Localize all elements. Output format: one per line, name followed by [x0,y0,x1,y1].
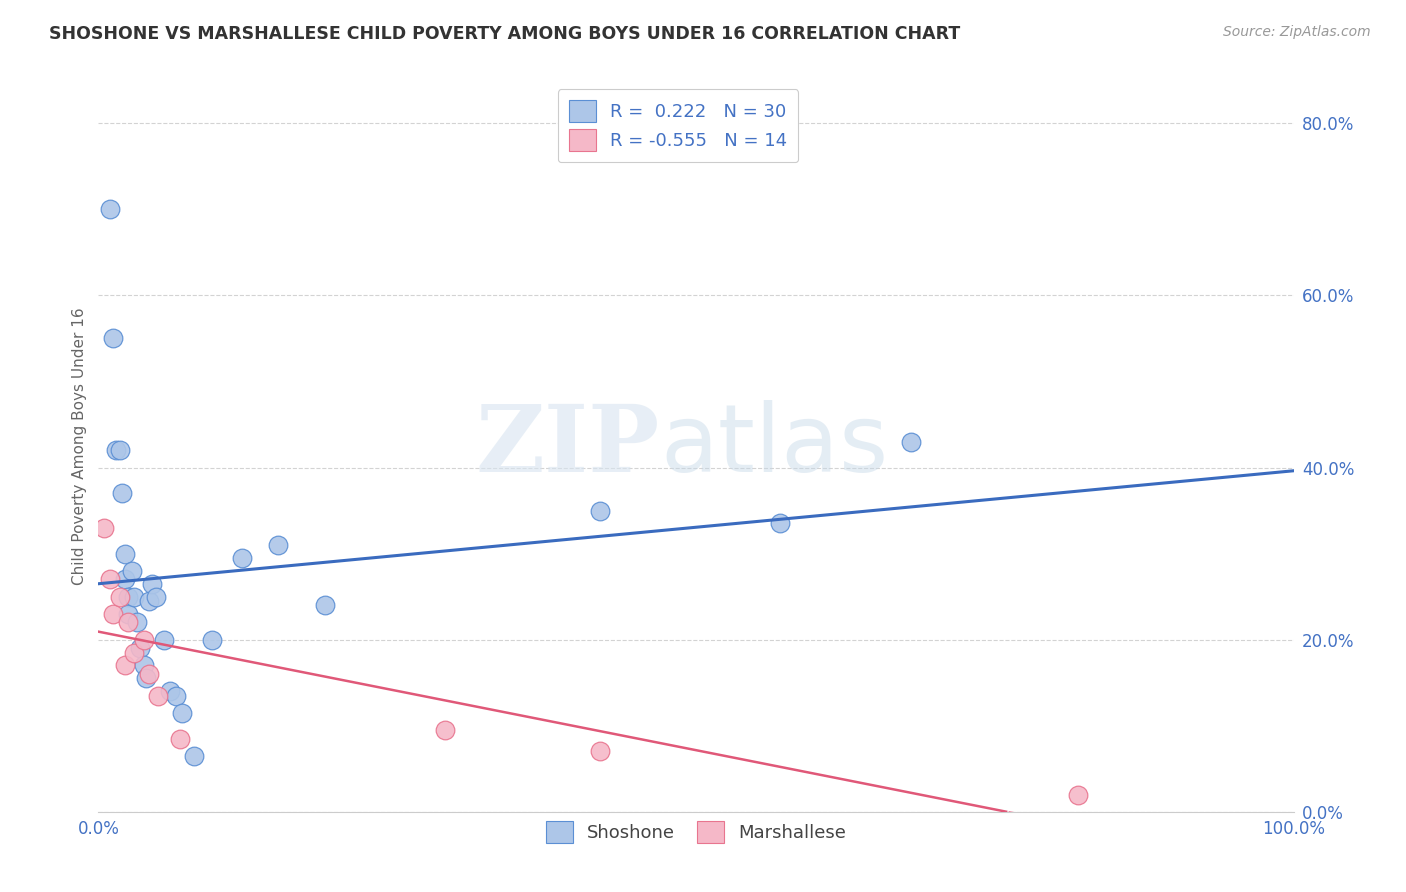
Point [121,564,143,578]
Point [98,573,122,587]
Point [589,744,612,758]
Point [117,615,139,630]
Point [141,576,163,591]
Point [105,443,128,458]
Point [183,748,205,763]
Point [125,615,148,630]
Point [124,590,146,604]
Point [138,667,160,681]
Point [132,658,155,673]
Text: atlas: atlas [661,400,889,492]
Point [145,590,167,604]
Point [434,723,457,737]
Legend: Shoshone, Marshallese: Shoshone, Marshallese [534,810,858,854]
Point [98,202,122,217]
Point [900,434,922,449]
Point [135,671,157,685]
Point [114,547,136,561]
Point [111,486,134,500]
Point [1067,788,1090,802]
Point [124,646,146,660]
Point [201,632,224,647]
Point [101,331,124,345]
Point [114,658,136,673]
Point [315,598,337,612]
Point [132,632,155,647]
Point [93,521,115,535]
Text: SHOSHONE VS MARSHALLESE CHILD POVERTY AMONG BOYS UNDER 16 CORRELATION CHART: SHOSHONE VS MARSHALLESE CHILD POVERTY AM… [49,25,960,43]
Point [117,590,139,604]
Point [101,607,124,621]
Text: Source: ZipAtlas.com: Source: ZipAtlas.com [1223,25,1371,39]
Point [231,550,253,565]
Point [148,689,170,703]
Point [589,503,612,517]
Point [108,590,131,604]
Point [114,573,136,587]
Point [172,706,194,720]
Point [108,443,131,458]
Point [129,641,152,656]
Point [153,632,176,647]
Point [159,684,181,698]
Point [169,731,191,746]
Point [267,538,290,552]
Point [165,689,187,703]
Y-axis label: Child Poverty Among Boys Under 16: Child Poverty Among Boys Under 16 [72,307,87,585]
Text: ZIP: ZIP [475,401,661,491]
Point [117,607,139,621]
Point [768,516,790,531]
Point [138,594,160,608]
